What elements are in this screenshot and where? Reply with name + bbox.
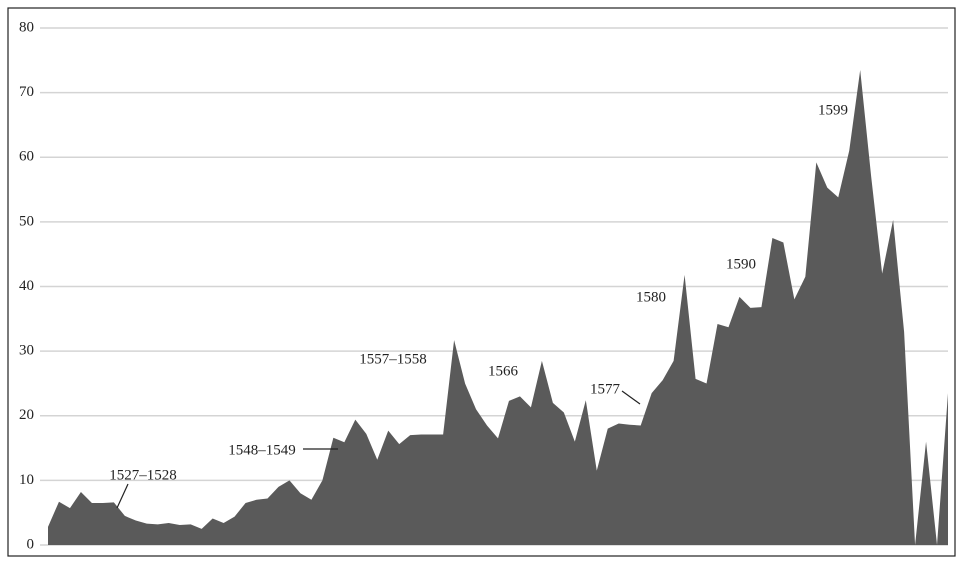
y-tick-label: 70 [19, 84, 34, 100]
frame [7, 7, 956, 557]
y-tick-label: 20 [19, 407, 34, 423]
annotation: 1577 [590, 381, 621, 397]
annotation: 1548–1549 [228, 442, 296, 458]
y-tick-label: 50 [19, 213, 34, 229]
y-tick-label: 60 [19, 149, 34, 165]
annotation-line [621, 390, 641, 405]
annotation: 1527–1528 [109, 467, 177, 483]
annotation: 1580 [636, 289, 666, 305]
y-tick-label: 40 [19, 278, 34, 294]
annotation: 1590 [726, 256, 756, 272]
y-tick-label: 80 [19, 19, 34, 35]
y-tick-label: 10 [19, 472, 34, 488]
area [48, 70, 948, 545]
y-tick-label: 0 [27, 536, 35, 552]
y-tick-label: 30 [19, 343, 34, 359]
annotation: 1599 [818, 102, 848, 118]
annotation: 1557–1558 [359, 351, 427, 367]
annotation: 1566 [488, 363, 519, 379]
annotation-line [116, 483, 129, 509]
